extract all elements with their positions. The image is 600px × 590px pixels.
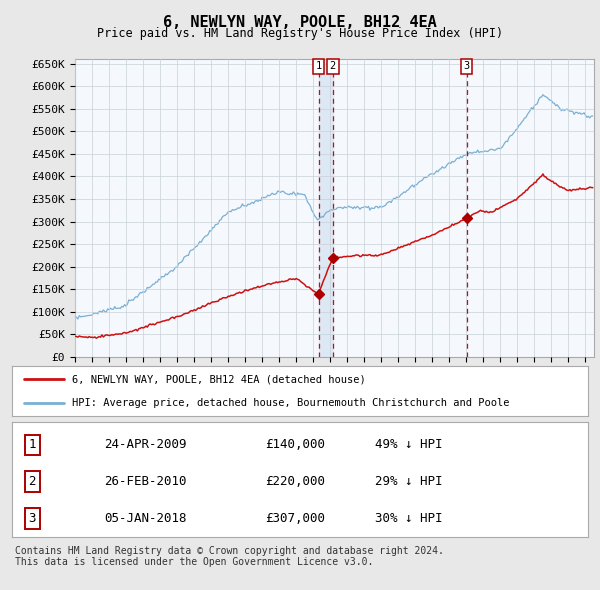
Text: 05-JAN-2018: 05-JAN-2018 [104,512,187,525]
Text: £307,000: £307,000 [265,512,325,525]
Text: 1: 1 [316,61,322,71]
Text: 49% ↓ HPI: 49% ↓ HPI [375,438,442,451]
Text: 24-APR-2009: 24-APR-2009 [104,438,187,451]
Text: 30% ↓ HPI: 30% ↓ HPI [375,512,442,525]
Text: Price paid vs. HM Land Registry's House Price Index (HPI): Price paid vs. HM Land Registry's House … [97,27,503,40]
Text: 29% ↓ HPI: 29% ↓ HPI [375,475,442,488]
Text: £140,000: £140,000 [265,438,325,451]
Text: Contains HM Land Registry data © Crown copyright and database right 2024.
This d: Contains HM Land Registry data © Crown c… [15,546,444,568]
Text: £220,000: £220,000 [265,475,325,488]
Text: 3: 3 [28,512,36,525]
Text: 3: 3 [464,61,470,71]
Bar [319,59,333,357]
Text: HPI: Average price, detached house, Bournemouth Christchurch and Poole: HPI: Average price, detached house, Bour… [73,398,510,408]
Text: 1: 1 [28,438,36,451]
Text: 26-FEB-2010: 26-FEB-2010 [104,475,187,488]
Text: 6, NEWLYN WAY, POOLE, BH12 4EA: 6, NEWLYN WAY, POOLE, BH12 4EA [163,15,437,30]
Text: 2: 2 [28,475,36,488]
Text: 6, NEWLYN WAY, POOLE, BH12 4EA (detached house): 6, NEWLYN WAY, POOLE, BH12 4EA (detached… [73,374,366,384]
Text: 2: 2 [329,61,336,71]
